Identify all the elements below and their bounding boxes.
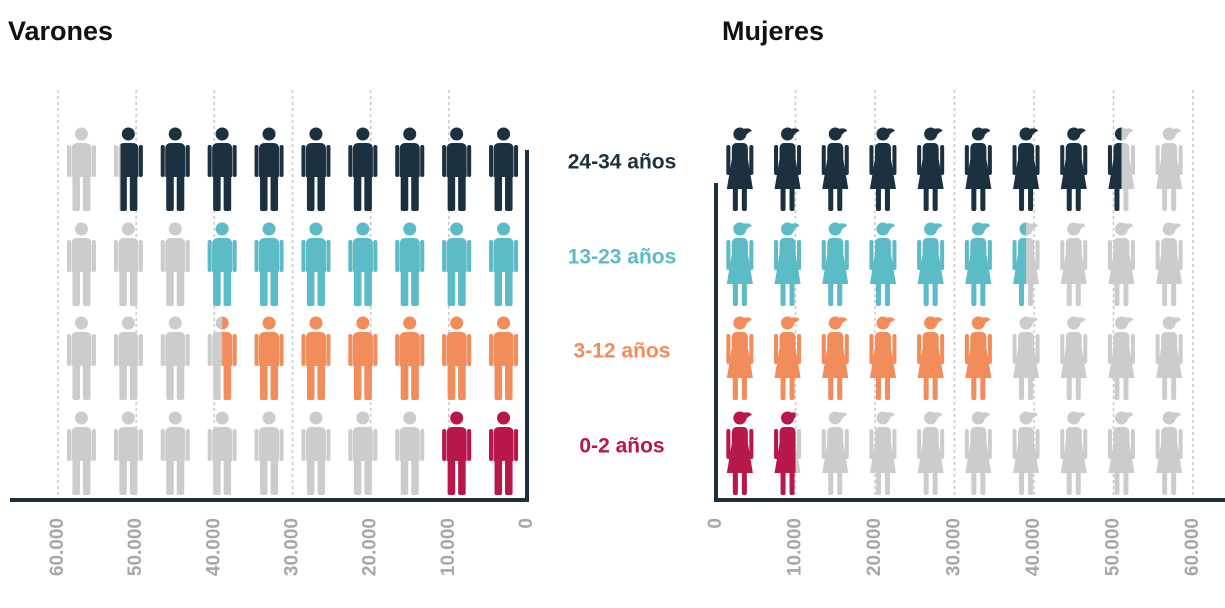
- icon: [348, 127, 378, 211]
- icon: [1155, 411, 1183, 495]
- icon: [1060, 127, 1088, 211]
- icon: [113, 316, 143, 400]
- icon: [726, 127, 754, 211]
- icon: [1107, 411, 1135, 495]
- x-tick-label: 10.000: [438, 518, 459, 576]
- icon: [301, 127, 331, 211]
- icon: [66, 222, 96, 306]
- icon: [1060, 316, 1088, 400]
- x-tick-label: 20.000: [864, 518, 885, 576]
- icon: [964, 127, 992, 211]
- icon: [395, 316, 425, 400]
- icon: [120, 127, 143, 211]
- icon: [917, 222, 945, 306]
- x-tick-label: 50.000: [1103, 518, 1124, 576]
- category-label: 24-34 años: [568, 151, 677, 174]
- icon: [917, 316, 945, 400]
- icon: [917, 411, 945, 495]
- icon: [1107, 222, 1135, 306]
- icon: [66, 127, 96, 211]
- icon: [726, 411, 754, 495]
- icon: [442, 127, 472, 211]
- icon: [395, 127, 425, 211]
- x-tick-label: 10.000: [785, 518, 806, 576]
- icon: [1107, 316, 1135, 400]
- icon: [301, 222, 331, 306]
- icon: [348, 222, 378, 306]
- icon: [869, 316, 897, 400]
- icon: [1060, 222, 1088, 306]
- icon: [917, 127, 945, 211]
- icon: [113, 222, 143, 306]
- x-tick-label: 0: [705, 518, 726, 529]
- icon: [821, 222, 849, 306]
- x-tick-label: 0: [516, 518, 537, 529]
- icon: [160, 411, 190, 495]
- icon: [821, 316, 849, 400]
- icon: [1155, 127, 1183, 211]
- icon: [66, 316, 96, 400]
- icon: [489, 222, 519, 306]
- icon: [821, 411, 849, 495]
- icon: [774, 222, 802, 306]
- icon: [348, 316, 378, 400]
- icon: [348, 411, 378, 495]
- icon: [301, 316, 331, 400]
- x-tick-label: 50.000: [125, 518, 146, 576]
- icon: [964, 411, 992, 495]
- icon: [489, 411, 519, 495]
- icon: [301, 411, 331, 495]
- category-label: 3-12 años: [574, 340, 671, 363]
- x-tick-label: 60.000: [47, 518, 68, 576]
- icon: [395, 411, 425, 495]
- icon: [1012, 316, 1040, 400]
- icon: [254, 222, 284, 306]
- category-label: 0-2 años: [579, 435, 664, 458]
- icon: [726, 316, 754, 400]
- icon: [207, 127, 237, 211]
- icon: [113, 411, 143, 495]
- x-tick-label: 30.000: [282, 518, 303, 576]
- icon: [160, 127, 190, 211]
- icon: [254, 316, 284, 400]
- icon: [254, 411, 284, 495]
- icon: [1155, 316, 1183, 400]
- icon: [869, 411, 897, 495]
- icon: [821, 127, 849, 211]
- icon: [442, 222, 472, 306]
- x-tick-label: 20.000: [360, 518, 381, 576]
- icon: [964, 222, 992, 306]
- x-tick-label: 30.000: [944, 518, 965, 576]
- x-tick-label: 60.000: [1182, 518, 1203, 576]
- panel-title: Mujeres: [722, 16, 824, 46]
- icon: [869, 127, 897, 211]
- panel-title: Varones: [8, 16, 113, 46]
- x-tick-label: 40.000: [1023, 518, 1044, 576]
- icon: [66, 411, 96, 495]
- icon: [489, 316, 519, 400]
- icon: [207, 411, 237, 495]
- icon: [442, 316, 472, 400]
- icon: [1012, 411, 1040, 495]
- icon: [254, 127, 284, 211]
- icon: [774, 127, 802, 211]
- icon: [869, 222, 897, 306]
- icon: [160, 222, 190, 306]
- icon: [1155, 222, 1183, 306]
- icon: [207, 222, 237, 306]
- icon: [964, 316, 992, 400]
- icon: [489, 127, 519, 211]
- x-tick-label: 40.000: [203, 518, 224, 576]
- icon: [1060, 411, 1088, 495]
- icon: [774, 316, 802, 400]
- icon: [395, 222, 425, 306]
- icon: [222, 316, 237, 400]
- icon: [726, 222, 754, 306]
- icon: [1012, 127, 1040, 211]
- icon: [442, 411, 472, 495]
- category-label: 13-23 años: [568, 246, 677, 269]
- icon: [160, 316, 190, 400]
